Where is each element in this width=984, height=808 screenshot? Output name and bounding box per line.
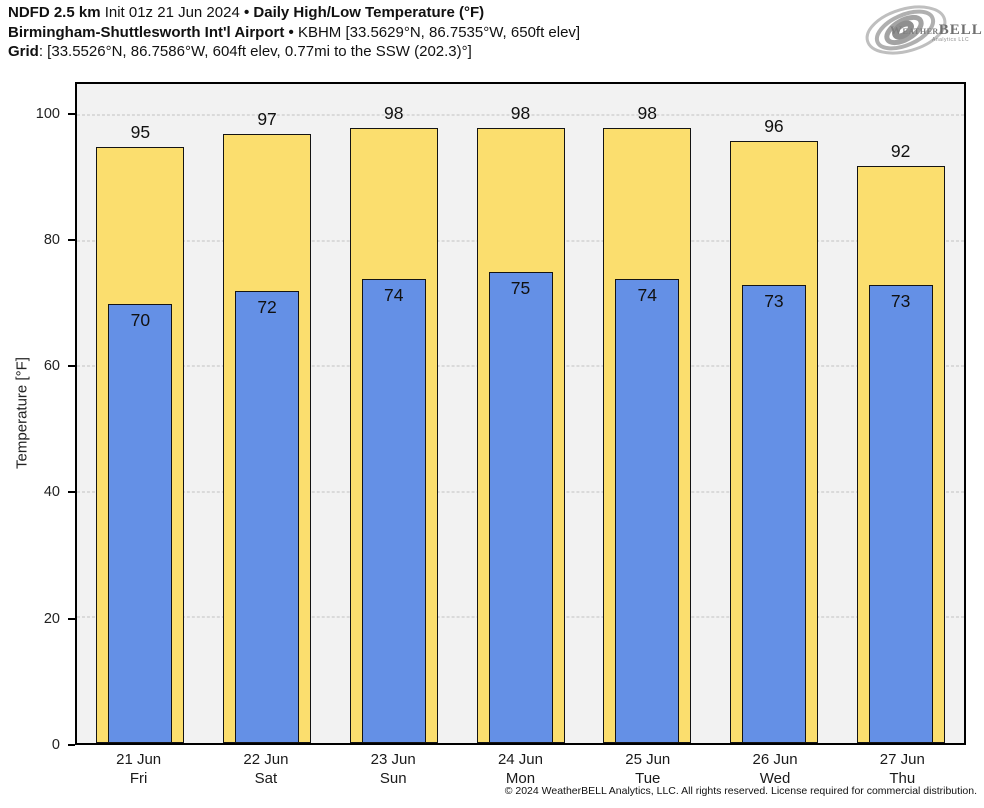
high-value-label: 98 xyxy=(384,102,404,123)
x-tick-date: 22 Jun xyxy=(243,751,289,768)
x-tick-label: 23 Jun Sun xyxy=(330,750,457,788)
low-value-label: 73 xyxy=(764,290,784,311)
model-name: NDFD 2.5 km xyxy=(8,4,101,21)
high-value-label: 92 xyxy=(890,140,911,161)
y-tick-mark xyxy=(68,238,75,241)
logo-bell-text: BELL xyxy=(938,22,983,38)
x-tick-date: 23 Jun xyxy=(370,751,416,768)
y-tick-label: 20 xyxy=(43,610,60,627)
grid-details: : [33.5526°N, 86.7586°W, 604ft elev, 0.7… xyxy=(38,43,472,60)
y-tick-mark xyxy=(68,491,75,494)
low-value-label: 74 xyxy=(637,284,657,305)
low-bar xyxy=(361,278,426,743)
x-tick-date: 24 Jun xyxy=(497,751,543,768)
weatherbell-logo: WeatherBELL Analytics LLC xyxy=(860,1,982,59)
y-tick-label: 100 xyxy=(35,105,60,122)
y-tick-label: 0 xyxy=(51,737,60,753)
x-tick-label: 24 Jun Mon xyxy=(457,750,584,788)
low-value-label: 73 xyxy=(890,290,911,311)
x-tick-date: 25 Jun xyxy=(625,751,671,768)
logo-wordmark: WeatherBELL xyxy=(890,21,983,39)
x-tick-label: 22 Jun Sat xyxy=(202,750,329,788)
chart-title: • Daily High/Low Temperature (°F) xyxy=(243,4,485,21)
high-value-label: 97 xyxy=(257,109,277,130)
low-value-label: 70 xyxy=(130,309,151,330)
station-name: Birmingham-Shuttlesworth Int'l Airport xyxy=(8,23,285,41)
grid-label: Grid xyxy=(8,43,39,60)
logo-weather-text: Weather xyxy=(890,23,939,37)
high-value-label: 95 xyxy=(130,121,151,142)
low-bar xyxy=(108,303,173,743)
high-value-label: 98 xyxy=(637,102,657,123)
x-tick-weekday: Fri xyxy=(129,770,148,787)
low-value-label: 74 xyxy=(384,284,404,305)
x-tick-label: 25 Jun Tue xyxy=(584,750,711,788)
header-line-2: Birmingham-Shuttlesworth Int'l Airport •… xyxy=(8,23,580,43)
init-time: Init 01z 21 Jun 2024 xyxy=(100,4,244,21)
plot-area: 95 70 97 72 98 74 98 75 98 74 96 73 92 73 xyxy=(75,82,966,745)
y-tick-mark xyxy=(68,365,75,368)
x-tick-weekday: Thu xyxy=(889,770,916,787)
high-value-label: 98 xyxy=(510,102,531,123)
x-tick-date: 27 Jun xyxy=(879,751,925,768)
y-tick-mark xyxy=(68,617,75,620)
y-tick-label: 80 xyxy=(43,231,60,248)
copyright-notice: © 2024 WeatherBELL Analytics, LLC. All r… xyxy=(504,785,977,797)
gridline xyxy=(77,114,964,116)
y-tick-label: 60 xyxy=(43,358,60,375)
x-tick-label: 26 Jun Wed xyxy=(711,750,838,788)
x-tick-weekday: Mon xyxy=(505,770,536,787)
x-tick-date: 26 Jun xyxy=(752,751,798,768)
station-details: KBHM [33.5629°N, 86.7535°W, 650ft elev] xyxy=(297,23,581,41)
x-tick-label: 27 Jun Thu xyxy=(839,750,966,788)
x-tick-weekday: Sun xyxy=(379,770,407,787)
x-tick-weekday: Wed xyxy=(759,770,791,787)
y-tick-mark xyxy=(68,744,75,746)
y-tick-label: 40 xyxy=(43,484,60,501)
y-axis: 0 20 40 60 80 100 xyxy=(0,82,75,752)
low-value-label: 72 xyxy=(257,297,277,318)
x-tick-label: 21 Jun Fri xyxy=(75,750,202,788)
header-line-3: Grid: [33.5526°N, 86.7586°W, 604ft elev,… xyxy=(8,42,580,62)
x-tick-weekday: Tue xyxy=(635,770,661,787)
logo-subtitle: Analytics LLC xyxy=(932,37,970,43)
header-line-1: NDFD 2.5 km Init 01z 21 Jun 2024 • Daily… xyxy=(8,3,580,23)
y-tick-mark xyxy=(68,112,75,115)
chart-header: NDFD 2.5 km Init 01z 21 Jun 2024 • Daily… xyxy=(8,3,580,62)
separator-bullet: • xyxy=(284,23,298,41)
low-bar xyxy=(235,291,300,743)
hurricane-swirl-icon xyxy=(865,5,947,55)
x-tick-weekday: Sat xyxy=(254,770,278,787)
low-bar xyxy=(615,278,680,743)
low-value-label: 75 xyxy=(510,278,531,299)
x-axis: 21 Jun Fri 22 Jun Sat 23 Jun Sun 24 Jun Mon 25 J… xyxy=(75,750,966,788)
low-bar xyxy=(741,284,806,743)
low-bar xyxy=(868,284,933,743)
low-bar xyxy=(488,272,553,743)
high-value-label: 96 xyxy=(764,115,784,136)
x-tick-date: 21 Jun xyxy=(116,751,162,768)
